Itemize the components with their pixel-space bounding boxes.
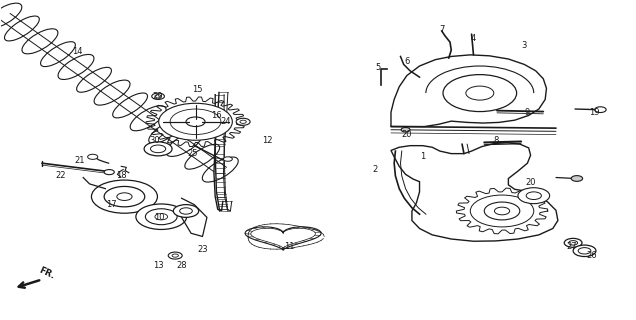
Circle shape — [571, 176, 583, 181]
Text: 27: 27 — [567, 242, 577, 251]
Ellipse shape — [22, 29, 58, 54]
Polygon shape — [391, 55, 546, 126]
Ellipse shape — [113, 93, 148, 118]
Circle shape — [595, 107, 606, 113]
Text: 7: 7 — [439, 25, 445, 34]
Text: 17: 17 — [106, 200, 117, 209]
Circle shape — [494, 207, 509, 215]
Circle shape — [578, 248, 591, 254]
Circle shape — [117, 193, 132, 200]
Text: 28: 28 — [176, 261, 187, 270]
Circle shape — [146, 209, 177, 225]
Text: 29: 29 — [153, 92, 163, 101]
Circle shape — [401, 127, 410, 132]
Ellipse shape — [202, 157, 238, 182]
Text: 24: 24 — [221, 117, 232, 126]
Text: 1: 1 — [420, 152, 425, 161]
Circle shape — [92, 180, 158, 213]
Text: 13: 13 — [153, 261, 163, 270]
Ellipse shape — [4, 16, 39, 41]
Text: 11: 11 — [284, 242, 294, 251]
Text: 5: 5 — [376, 63, 381, 72]
Circle shape — [564, 238, 582, 247]
Ellipse shape — [130, 106, 166, 131]
Circle shape — [240, 120, 246, 123]
Text: 2: 2 — [373, 165, 378, 174]
Circle shape — [518, 188, 550, 204]
Text: 14: 14 — [72, 47, 82, 56]
Circle shape — [104, 170, 114, 175]
Circle shape — [144, 142, 172, 156]
Text: 23: 23 — [197, 245, 208, 254]
Text: 10: 10 — [154, 213, 165, 222]
Circle shape — [152, 93, 165, 100]
Text: 22: 22 — [56, 172, 66, 180]
Circle shape — [104, 187, 145, 207]
Circle shape — [88, 154, 98, 159]
Text: 21: 21 — [75, 156, 85, 164]
Circle shape — [172, 254, 178, 257]
Circle shape — [173, 204, 198, 217]
Circle shape — [484, 202, 520, 220]
Circle shape — [155, 213, 168, 220]
Circle shape — [470, 195, 534, 227]
Circle shape — [443, 75, 516, 112]
Circle shape — [151, 145, 166, 153]
Text: 9: 9 — [525, 108, 530, 117]
Ellipse shape — [166, 132, 202, 156]
Text: 16: 16 — [211, 111, 222, 120]
Text: 19: 19 — [589, 108, 599, 117]
Text: 8: 8 — [493, 136, 499, 145]
Circle shape — [179, 208, 192, 214]
Ellipse shape — [76, 67, 111, 92]
Ellipse shape — [0, 3, 22, 28]
Ellipse shape — [149, 119, 184, 144]
Text: FR.: FR. — [37, 266, 55, 281]
Circle shape — [186, 117, 205, 126]
Ellipse shape — [94, 80, 130, 105]
Circle shape — [169, 252, 182, 259]
Circle shape — [223, 157, 232, 161]
Text: 12: 12 — [262, 136, 272, 145]
Text: 4: 4 — [471, 35, 476, 44]
Circle shape — [573, 245, 596, 257]
Circle shape — [155, 95, 162, 98]
Circle shape — [526, 192, 541, 199]
Text: 20: 20 — [401, 130, 412, 139]
Text: 15: 15 — [192, 85, 203, 94]
Circle shape — [136, 204, 186, 229]
Ellipse shape — [58, 54, 94, 79]
Text: 25: 25 — [187, 149, 198, 158]
Circle shape — [466, 86, 494, 100]
Circle shape — [569, 241, 577, 245]
Text: 6: 6 — [404, 57, 410, 66]
Text: 26: 26 — [587, 251, 597, 260]
Circle shape — [159, 103, 232, 140]
Polygon shape — [391, 143, 558, 241]
Ellipse shape — [41, 42, 76, 67]
Text: 18: 18 — [116, 172, 127, 180]
Text: 3: 3 — [522, 41, 527, 50]
Text: 30: 30 — [149, 136, 160, 145]
Text: 20: 20 — [525, 178, 536, 187]
Ellipse shape — [185, 144, 219, 169]
Circle shape — [236, 118, 250, 125]
